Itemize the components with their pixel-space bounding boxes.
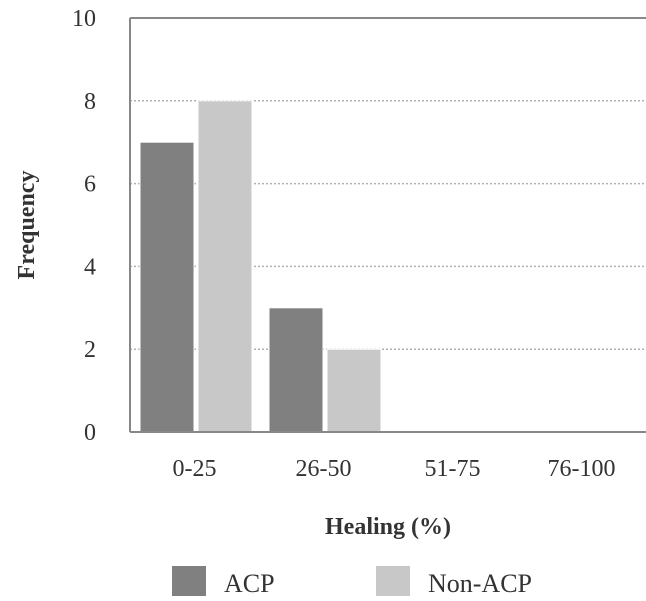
legend-swatch-acp bbox=[172, 566, 206, 596]
legend: ACP Non-ACP bbox=[172, 566, 532, 598]
x-tick-labels: 0-25 26-50 51-75 76-100 bbox=[173, 456, 616, 482]
y-tick-label: 8 bbox=[84, 89, 96, 115]
x-tick-label: 26-50 bbox=[296, 456, 352, 482]
x-tick-label: 0-25 bbox=[173, 456, 217, 482]
y-tick-label: 0 bbox=[84, 420, 96, 446]
legend-label: ACP bbox=[224, 569, 275, 598]
y-tick-label: 10 bbox=[72, 6, 96, 32]
bar-non-acp-0-25 bbox=[197, 100, 253, 433]
x-tick-label: 51-75 bbox=[425, 456, 481, 482]
bar-acp-0-25 bbox=[139, 141, 195, 433]
y-tick-labels: 0 2 4 6 8 10 bbox=[72, 6, 96, 446]
y-tick-label: 4 bbox=[84, 254, 96, 280]
axes bbox=[129, 17, 646, 433]
bar-acp-26-50 bbox=[268, 307, 324, 433]
x-tick-label: 76-100 bbox=[548, 456, 616, 482]
bars bbox=[139, 100, 382, 433]
x-axis-title: Healing (%) bbox=[325, 514, 451, 540]
y-tick-label: 2 bbox=[84, 337, 96, 363]
legend-label: Non-ACP bbox=[428, 569, 532, 598]
y-axis-title: Frequency bbox=[14, 171, 40, 280]
y-tick-label: 6 bbox=[84, 172, 96, 198]
bar-non-acp-26-50 bbox=[326, 348, 382, 433]
legend-swatch-non-acp bbox=[376, 566, 410, 596]
